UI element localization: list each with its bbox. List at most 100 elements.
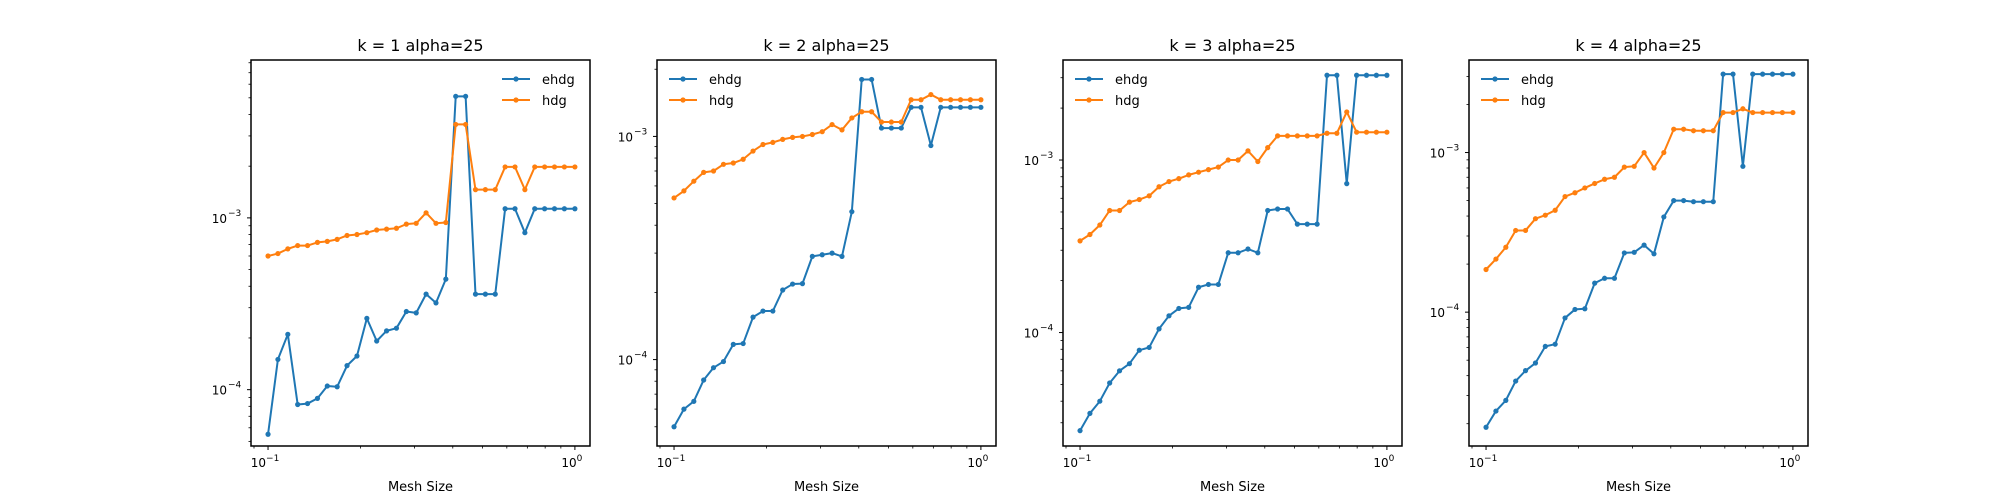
data-point-hdg bbox=[948, 97, 954, 103]
tick-base: 10 bbox=[618, 130, 633, 144]
axes-frame bbox=[1468, 59, 1809, 447]
tick-exponent: −4 bbox=[1040, 324, 1054, 334]
y-tick-label: 10 bbox=[618, 130, 633, 144]
data-point-hdg bbox=[482, 187, 488, 193]
data-point-ehdg bbox=[799, 281, 806, 287]
tick-base: 10 bbox=[561, 456, 576, 470]
data-point-hdg bbox=[1215, 164, 1221, 170]
data-point-ehdg bbox=[275, 356, 281, 363]
data-point-ehdg bbox=[809, 253, 815, 259]
x-axis-label: Mesh Size bbox=[1606, 480, 1671, 495]
data-point-hdg bbox=[1532, 216, 1539, 222]
data-point-hdg bbox=[730, 160, 736, 166]
legend-marker-hdg bbox=[680, 97, 686, 103]
tick-exponent: 0 bbox=[1389, 454, 1395, 464]
data-point-hdg bbox=[671, 195, 677, 201]
data-point-ehdg bbox=[413, 310, 419, 316]
data-point-hdg bbox=[1126, 199, 1133, 205]
data-point-ehdg bbox=[671, 424, 677, 430]
data-point-ehdg bbox=[819, 252, 825, 258]
data-point-ehdg bbox=[898, 125, 904, 131]
data-point-hdg bbox=[710, 168, 717, 174]
data-point-ehdg bbox=[1631, 249, 1637, 255]
data-point-ehdg bbox=[957, 104, 964, 110]
data-point-hdg bbox=[572, 164, 578, 170]
tick-exponent: −4 bbox=[1446, 303, 1460, 313]
data-point-ehdg bbox=[918, 104, 924, 110]
legend-marker-ehdg bbox=[680, 76, 686, 82]
data-point-ehdg bbox=[859, 76, 865, 83]
data-point-ehdg bbox=[1235, 250, 1241, 256]
data-point-hdg bbox=[1363, 129, 1370, 135]
legend-marker-hdg bbox=[1492, 97, 1498, 103]
x-tick-label: 10−1 bbox=[1063, 454, 1092, 470]
data-point-hdg bbox=[423, 210, 429, 216]
data-point-hdg bbox=[1136, 196, 1142, 203]
data-point-ehdg bbox=[1126, 361, 1133, 367]
x-tick-label: 100 bbox=[967, 454, 988, 470]
data-point-ehdg bbox=[1344, 181, 1350, 187]
legend-label-hdg: hdg bbox=[1115, 94, 1140, 109]
data-point-hdg bbox=[463, 121, 469, 128]
data-point-hdg bbox=[1730, 109, 1736, 116]
data-point-ehdg bbox=[1176, 305, 1182, 312]
data-point-hdg bbox=[532, 164, 538, 170]
y-tick-label: 10 bbox=[1024, 327, 1039, 341]
data-point-hdg bbox=[512, 164, 518, 170]
data-point-ehdg bbox=[829, 250, 835, 256]
data-point-hdg bbox=[561, 164, 567, 170]
data-point-ehdg bbox=[1720, 71, 1726, 77]
data-point-hdg bbox=[1344, 109, 1350, 115]
data-point-hdg bbox=[334, 236, 340, 242]
data-point-ehdg bbox=[691, 398, 697, 404]
tick-exponent: −3 bbox=[228, 209, 241, 219]
series-line-hdg bbox=[1079, 110, 1387, 242]
data-point-hdg bbox=[1582, 185, 1588, 191]
data-point-hdg bbox=[1235, 157, 1241, 163]
data-point-ehdg bbox=[1334, 72, 1340, 78]
legend: ehdg hdg bbox=[1481, 73, 1554, 109]
tick-base: 10 bbox=[967, 456, 982, 470]
data-point-hdg bbox=[304, 242, 311, 249]
data-point-hdg bbox=[1166, 178, 1172, 185]
data-point-hdg bbox=[393, 225, 400, 231]
data-point-ehdg bbox=[364, 315, 370, 321]
series-line-ehdg bbox=[673, 78, 981, 428]
data-point-hdg bbox=[1156, 184, 1162, 190]
data-point-hdg bbox=[869, 109, 875, 115]
data-point-hdg bbox=[1790, 109, 1796, 116]
data-point-ehdg bbox=[304, 400, 311, 407]
data-point-ehdg bbox=[1087, 410, 1093, 416]
data-point-ehdg bbox=[1572, 306, 1578, 313]
data-point-hdg bbox=[1562, 193, 1568, 200]
data-point-ehdg bbox=[1621, 250, 1627, 256]
data-point-ehdg bbox=[433, 300, 439, 306]
data-point-hdg bbox=[1107, 207, 1113, 214]
data-point-ehdg bbox=[1077, 428, 1083, 434]
tick-exponent: −3 bbox=[634, 127, 647, 137]
data-point-ehdg bbox=[750, 314, 756, 320]
data-point-hdg bbox=[1611, 174, 1618, 180]
data-point-hdg bbox=[829, 121, 835, 128]
data-point-hdg bbox=[1769, 109, 1776, 116]
data-point-hdg bbox=[1592, 180, 1598, 187]
data-point-hdg bbox=[364, 230, 370, 236]
data-point-ehdg bbox=[561, 206, 567, 212]
data-point-hdg bbox=[908, 97, 914, 103]
data-point-hdg bbox=[295, 242, 301, 249]
data-point-hdg bbox=[691, 178, 697, 184]
tick-exponent: −1 bbox=[672, 454, 685, 464]
series-line-ehdg bbox=[1485, 73, 1793, 428]
data-point-ehdg bbox=[472, 291, 479, 297]
data-point-hdg bbox=[957, 97, 964, 103]
data-point-hdg bbox=[403, 221, 409, 227]
data-point-ehdg bbox=[701, 377, 707, 383]
data-point-hdg bbox=[542, 164, 548, 170]
legend-label-hdg: hdg bbox=[709, 94, 734, 109]
chart-title: k = 1 alpha=25 bbox=[357, 36, 483, 55]
data-point-ehdg bbox=[1097, 398, 1103, 404]
legend-label-hdg: hdg bbox=[1521, 94, 1546, 109]
data-point-ehdg bbox=[1275, 206, 1281, 212]
data-point-ehdg bbox=[1532, 360, 1539, 366]
